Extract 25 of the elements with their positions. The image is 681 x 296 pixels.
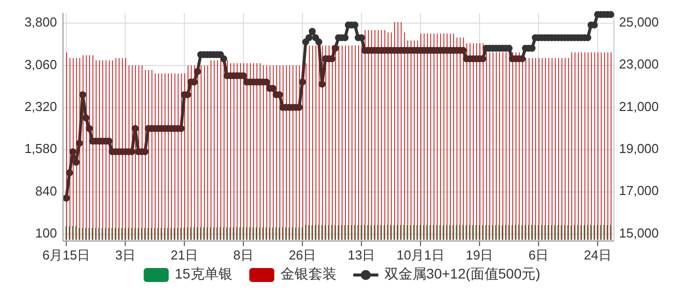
x-tick-label: 3日 bbox=[115, 247, 136, 262]
y2-tick-label: 17,000 bbox=[619, 183, 659, 198]
x-tick-label: 8日 bbox=[233, 247, 254, 262]
y2-tick-label: 15,000 bbox=[619, 225, 659, 240]
y-tick-label: 840 bbox=[35, 183, 57, 198]
y-tick-label: 100 bbox=[35, 226, 57, 241]
x-tick-label: 26日 bbox=[288, 247, 316, 262]
x-tick-label: 6日 bbox=[528, 247, 549, 262]
y-tick-label: 1,580 bbox=[24, 141, 57, 156]
y-tick-label: 3,060 bbox=[24, 56, 57, 72]
y-tick-label: 2,320 bbox=[24, 99, 57, 114]
x-tick-label: 6月15日 bbox=[42, 247, 90, 262]
x-tick-label: 21日 bbox=[170, 247, 198, 262]
x-tick-label: 10月1日 bbox=[396, 247, 444, 262]
legend-label: 双金属30+12(面值500元) bbox=[384, 266, 540, 282]
y2-tick-label: 25,000 bbox=[619, 14, 659, 30]
legend-label: 金银套装 bbox=[280, 266, 336, 282]
x-tick-label: 13日 bbox=[348, 247, 376, 262]
y2-tick-label: 23,000 bbox=[619, 56, 659, 72]
x-tick-label: 19日 bbox=[466, 247, 494, 262]
y2-tick-label: 19,000 bbox=[619, 141, 659, 156]
x-tick-label: 24日 bbox=[584, 247, 612, 262]
y2-tick-label: 21,000 bbox=[619, 98, 659, 114]
legend-label: 15克单银 bbox=[174, 266, 232, 282]
y-tick-label: 3,800 bbox=[24, 14, 57, 30]
